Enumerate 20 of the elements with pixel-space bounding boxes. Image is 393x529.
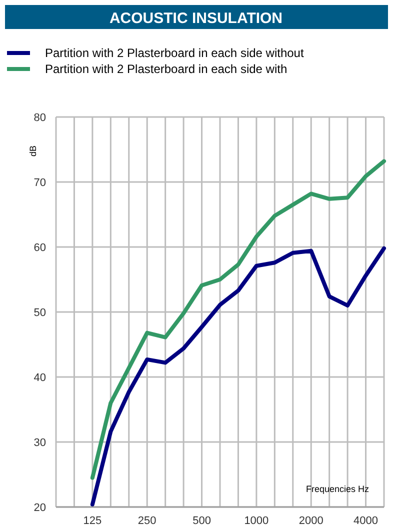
y-tick-label: 40 [34,372,46,384]
y-tick-label: 60 [34,242,46,254]
y-tick-label: 80 [34,112,46,124]
x-tick-label: 2000 [298,515,324,527]
y-tick-label: 20 [34,502,46,514]
y-axis-title: dB [28,145,38,157]
line-series [90,159,386,480]
legend-label: Partition with 2 Plasterboard in each side with [45,62,288,76]
x-tick-label: 500 [192,515,211,527]
legend-label: Partition with 2 Plasterboard in each side without [45,46,304,60]
x-tick-label: 125 [83,515,102,527]
y-tick-label: 70 [34,177,46,189]
x-tick-label: 1000 [244,515,269,527]
chart-title: ACOUSTIC INSULATION [109,10,283,27]
line-series [90,246,386,506]
y-tick-label: 50 [34,307,46,319]
x-tick-label: 4000 [354,515,378,527]
y-tick-label: 30 [34,437,46,449]
x-tick-label: 250 [138,515,156,527]
x-axis-title: Frequencies Hz [306,484,370,494]
